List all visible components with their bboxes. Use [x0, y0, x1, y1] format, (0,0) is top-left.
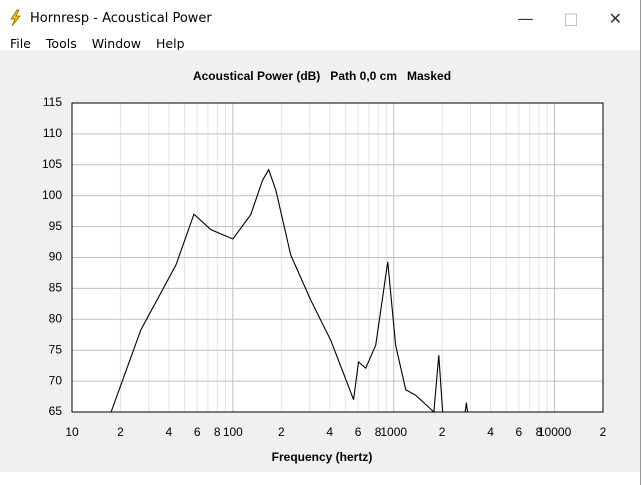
- y-tick-label: 90: [49, 250, 63, 264]
- y-tick-label: 85: [49, 281, 63, 295]
- y-tick-label: 70: [49, 373, 63, 387]
- menu-bar: File Tools Window Help: [0, 36, 640, 51]
- x-tick-label: 8: [375, 425, 382, 439]
- x-tick-label: 10: [65, 425, 79, 439]
- y-tick-label: 100: [42, 188, 62, 202]
- chart: Acoustical Power (dB) Path 0,0 cm Masked…: [42, 69, 607, 464]
- y-tick-label: 65: [49, 404, 63, 418]
- x-tick-label: 2: [117, 425, 124, 439]
- y-tick-label: 110: [43, 126, 62, 140]
- x-tick-label: 100: [223, 425, 243, 439]
- title-bar: Hornresp - Acoustical Power — □ ✕: [0, 0, 640, 36]
- x-tick-label: 2: [439, 425, 446, 439]
- menu-item[interactable]: Window: [91, 36, 142, 51]
- menu-item[interactable]: Help: [156, 36, 185, 51]
- close-button[interactable]: ✕: [608, 8, 622, 28]
- menu-item[interactable]: File: [10, 36, 31, 51]
- minimize-button[interactable]: —: [517, 8, 534, 28]
- x-tick-label: 1000: [380, 425, 407, 439]
- x-tick-label: 8: [536, 425, 543, 439]
- x-axis-label: Frequency (hertz): [272, 450, 373, 464]
- maximize-button[interactable]: □: [563, 8, 579, 28]
- y-tick-label: 80: [49, 311, 63, 325]
- x-tick-label: 6: [355, 425, 362, 439]
- x-tick-label: 6: [194, 425, 201, 439]
- y-tick-label: 75: [49, 342, 63, 356]
- plot-panel: Acoustical Power (dB) Path 0,0 cm Masked…: [0, 50, 640, 472]
- x-tick-label: 4: [326, 425, 333, 439]
- app-icon: [10, 9, 21, 27]
- menu-item[interactable]: Tools: [45, 36, 77, 51]
- window-title: Hornresp - Acoustical Power: [30, 10, 212, 26]
- y-tick-label: 95: [49, 219, 63, 233]
- data-line: [110, 168, 469, 414]
- x-tick-label: 10000: [538, 425, 572, 439]
- x-tick-label: 2: [278, 425, 285, 439]
- plot-frame: [71, 102, 604, 413]
- x-tick-label: 4: [166, 425, 173, 439]
- chart-title: Acoustical Power (dB) Path 0,0 cm Masked: [193, 69, 451, 83]
- y-tick-label: 115: [43, 95, 62, 109]
- x-tick-label: 8: [214, 425, 221, 439]
- x-tick-label: 4: [487, 425, 494, 439]
- y-tick-label: 105: [42, 157, 62, 171]
- x-tick-label: 6: [516, 425, 523, 439]
- x-tick-label: 2: [600, 425, 607, 439]
